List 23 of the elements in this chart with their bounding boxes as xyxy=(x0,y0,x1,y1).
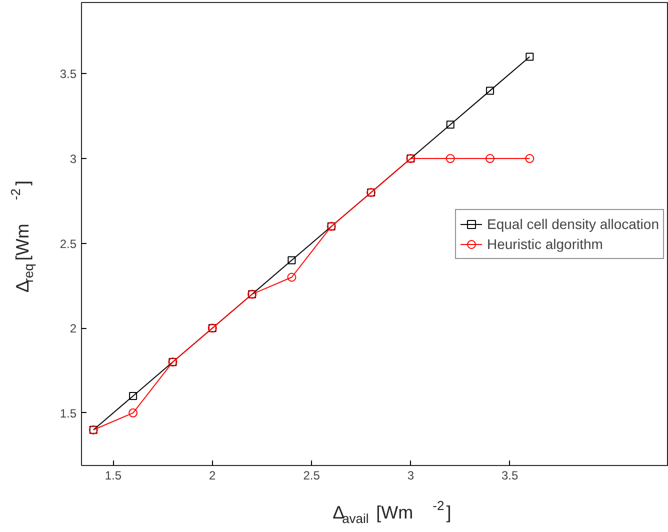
point xyxy=(446,120,454,129)
x-tick-label: 2 xyxy=(209,468,216,482)
legend-label: Heuristic algorithm xyxy=(487,236,603,252)
y-tick-label: 1.5 xyxy=(60,406,77,420)
point xyxy=(287,272,296,282)
point xyxy=(288,256,296,264)
point xyxy=(446,154,455,164)
x-tick-label: 3 xyxy=(407,468,414,482)
point xyxy=(129,392,138,400)
point xyxy=(526,52,534,61)
y-tick-label: 3.5 xyxy=(60,67,77,82)
x-tick-label: 3.5 xyxy=(502,468,519,482)
legend-label: Equal cell density allocation xyxy=(487,216,659,232)
y-tick-label: 3 xyxy=(70,152,77,166)
y-tick-label: 2.5 xyxy=(60,236,77,251)
x-tick-label: 2.5 xyxy=(303,468,320,482)
point xyxy=(486,154,495,164)
point xyxy=(128,408,138,418)
y-tick-label: 2 xyxy=(70,322,77,336)
text: Δreq [Wm -2] xyxy=(8,180,36,293)
point xyxy=(525,154,534,164)
x-tick-label: 1.5 xyxy=(104,468,122,482)
point xyxy=(486,86,494,95)
